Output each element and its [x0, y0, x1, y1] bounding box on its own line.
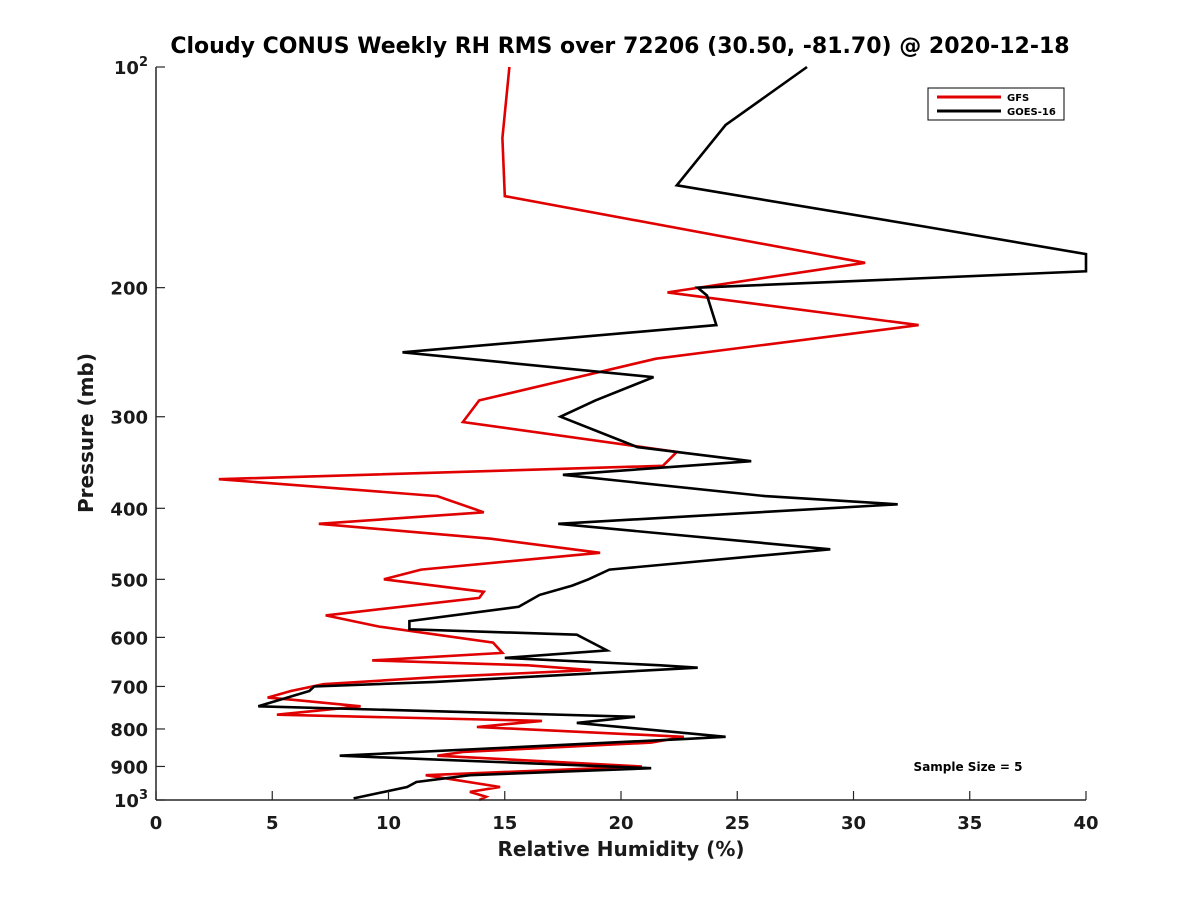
x-tick-label: 35 [957, 813, 982, 834]
plot-area [156, 67, 1086, 800]
y-tick-label: 700 [110, 677, 148, 698]
x-tick-label: 20 [608, 813, 633, 834]
series-line-goes16 [257, 65, 1088, 800]
x-tick-label: 0 [150, 813, 163, 834]
y-tick-label: 600 [110, 628, 148, 649]
legend-label-gfs: GFS [1007, 93, 1029, 104]
y-tick-label: 400 [110, 499, 148, 520]
y-tick-label: 500 [110, 570, 148, 591]
chart-title: Cloudy CONUS Weekly RH RMS over 72206 (3… [170, 34, 1069, 59]
x-tick-label: 40 [1073, 813, 1098, 834]
x-ticks: 0 5 10 15 20 25 30 35 40 [150, 791, 1099, 834]
x-tick-label: 5 [266, 813, 279, 834]
x-tick-label: 15 [492, 813, 517, 834]
legend-label-goes16: GOES-16 [1007, 107, 1056, 118]
series-layer [218, 65, 1088, 802]
y-tick-label: 900 [110, 757, 148, 778]
sample-size-annotation: Sample Size = 5 [914, 760, 1023, 774]
y-axis-label: Pressure (mb) [74, 353, 98, 513]
y-tick-label: 103 [114, 788, 148, 812]
legend: GFS GOES-16 [927, 87, 1065, 121]
x-tick-label: 25 [725, 813, 750, 834]
y-tick-label: 200 [110, 279, 148, 300]
x-axis-label: Relative Humidity (%) [497, 837, 744, 861]
legend-box [927, 87, 1065, 121]
y-tick-label: 300 [110, 408, 148, 429]
series-line-gfs [218, 66, 919, 802]
x-tick-label: 10 [376, 813, 401, 834]
y-tick-label: 800 [110, 720, 148, 741]
y-tick-label: 102 [114, 55, 148, 79]
x-tick-label: 30 [841, 813, 866, 834]
y-ticks: 102 200 300 400 500 600 700 800 900 103 [110, 55, 165, 812]
